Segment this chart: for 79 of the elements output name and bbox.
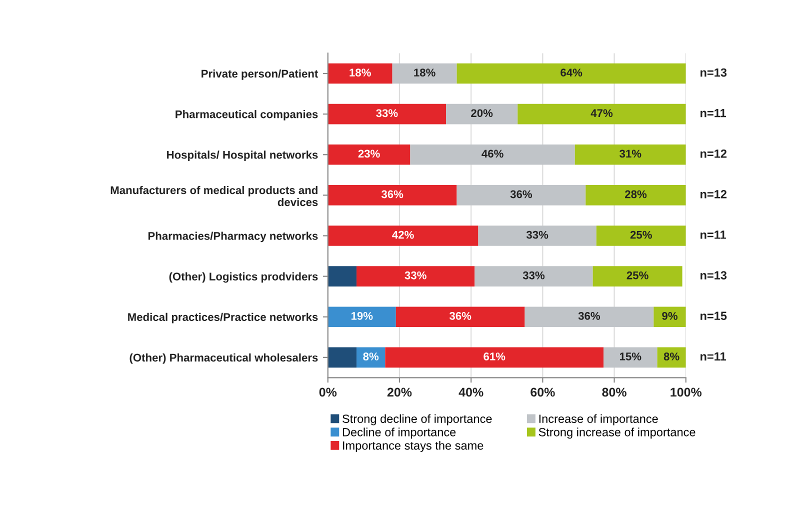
data-label: 9% <box>662 312 678 320</box>
bar <box>410 144 575 165</box>
legend-label: Strong increase of importance <box>538 428 696 439</box>
data-label: 42% <box>392 230 414 239</box>
data-label: 36% <box>381 190 404 198</box>
data-label: 31% <box>620 150 642 158</box>
bar <box>328 226 478 246</box>
bar <box>328 63 392 84</box>
legend-label: Strong decline of importance <box>342 414 492 426</box>
bar <box>396 306 525 328</box>
text: n=11 <box>700 352 726 360</box>
bar <box>478 226 596 246</box>
bar <box>385 347 604 368</box>
data-label: 20% <box>471 109 493 118</box>
data-label: 18% <box>350 68 371 76</box>
data-label: 8% <box>363 352 379 360</box>
bar <box>328 104 446 124</box>
data-label: 25% <box>626 271 648 280</box>
bar <box>456 63 686 84</box>
legend-label: Increase of importance <box>539 414 658 426</box>
x-tick-label: 100% <box>670 388 702 397</box>
y-tick-label: Pharmaceutical companies <box>176 110 318 120</box>
data-label: 19% <box>351 312 373 320</box>
y-tick-label: Pharmacies/Pharmacy networks <box>148 232 318 242</box>
bar <box>446 104 518 124</box>
text: n=13 <box>700 68 727 77</box>
data-label: 23% <box>358 150 380 158</box>
y-tick-label: Medical practices/Practice networks <box>128 312 318 324</box>
data-label: 25% <box>630 230 652 239</box>
data-label: 64% <box>560 68 582 76</box>
bar <box>574 144 686 165</box>
legend-label: Decline of importance <box>342 428 456 439</box>
data-label: 47% <box>590 109 613 118</box>
text: n=11 <box>700 230 726 239</box>
x-tick-label: 80% <box>602 388 626 397</box>
bar <box>592 266 682 286</box>
data-label: 36% <box>510 190 532 198</box>
data-label: 33% <box>526 230 548 239</box>
bar <box>596 226 686 246</box>
bar <box>586 185 686 206</box>
y-tick-label: Manufacturers of medical products and devices <box>110 186 318 206</box>
text: n=12 <box>700 149 727 158</box>
data-label: 36% <box>449 312 472 320</box>
bar <box>604 347 658 368</box>
text: n=11 <box>700 109 726 118</box>
x-tick-label: 0% <box>319 388 337 397</box>
x-tick-label: 60% <box>530 388 555 397</box>
data-label: 18% <box>414 68 436 76</box>
y-tick-label: Hospitals/ Hospital networks <box>167 150 318 161</box>
data-label: 28% <box>625 190 647 198</box>
data-label: 33% <box>522 271 545 280</box>
y-tick-label: Private person/Patient <box>202 69 318 80</box>
data-label: 15% <box>620 352 642 360</box>
y-tick-label: (Other) Logistics prodviders <box>169 272 318 283</box>
bar <box>328 306 396 328</box>
y-tick-label: (Other) Pharmaceutical wholesalers <box>130 353 318 364</box>
bar <box>392 63 457 84</box>
data-label: 36% <box>578 312 600 320</box>
data-label: 33% <box>404 271 426 280</box>
legend-label: Importance stays the same <box>343 441 484 452</box>
bar <box>654 306 686 328</box>
x-tick-label: 20% <box>387 388 412 397</box>
bar <box>328 144 410 165</box>
bar <box>474 266 593 286</box>
text: n=12 <box>700 190 727 198</box>
text: n=15 <box>700 312 727 320</box>
bar <box>328 185 457 206</box>
data-label: 8% <box>664 352 680 360</box>
data-label: 61% <box>484 352 506 360</box>
bar <box>456 185 586 206</box>
bar <box>328 266 357 286</box>
bar <box>328 347 357 368</box>
data-label: 33% <box>376 109 398 118</box>
bar <box>518 104 686 124</box>
data-label: 46% <box>482 150 504 158</box>
bar <box>524 306 654 328</box>
bar <box>356 266 475 286</box>
text: n=13 <box>700 271 727 280</box>
x-tick-label: 40% <box>458 388 484 397</box>
